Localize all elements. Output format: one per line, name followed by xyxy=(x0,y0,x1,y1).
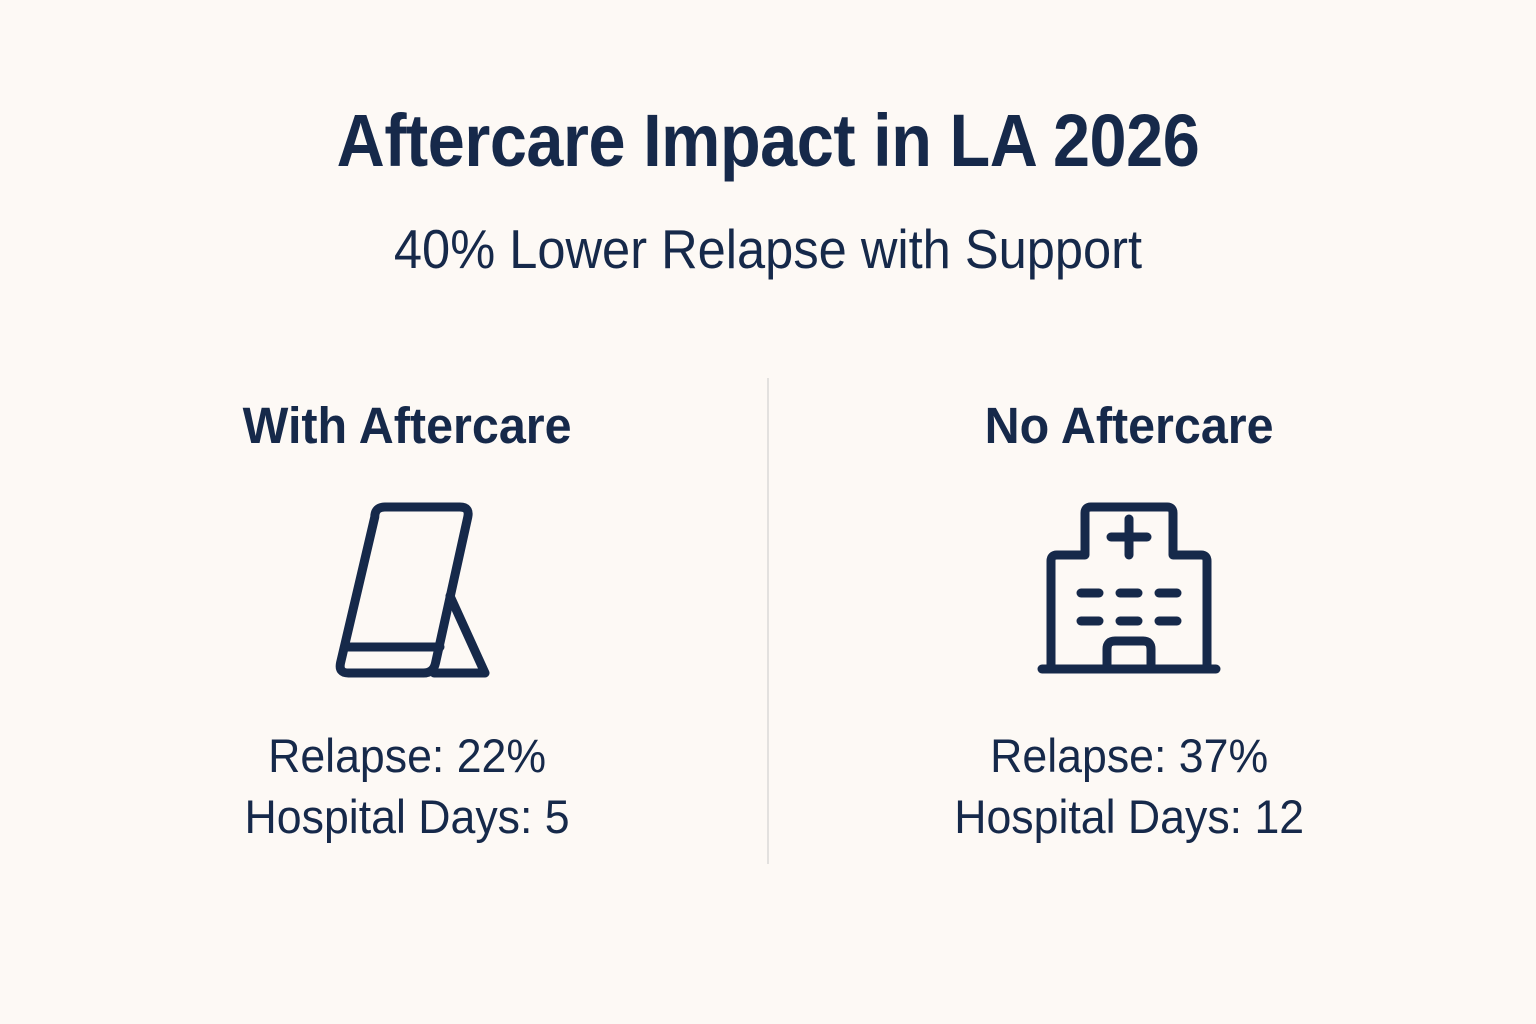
stats-no-aftercare: Relapse: 37% Hospital Days: 12 xyxy=(945,725,1313,847)
comparison-section: With Aftercare Relapse: 22% Hospital Day… xyxy=(0,378,1536,864)
page-title: Aftercare Impact in LA 2026 xyxy=(336,99,1200,182)
header: Aftercare Impact in LA 2026 40% Lower Re… xyxy=(0,104,1536,277)
stat-hospital-days-no-aftercare: Hospital Days: 12 xyxy=(954,790,1304,844)
page-subtitle: 40% Lower Relapse with Support xyxy=(393,218,1143,280)
stat-relapse-with-aftercare: Relapse: 22% xyxy=(267,729,546,782)
tablet-on-stand-icon xyxy=(307,491,507,691)
stat-hospital-days-with-aftercare: Hospital Days: 5 xyxy=(244,790,570,844)
comparison-column-with-aftercare: With Aftercare Relapse: 22% Hospital Day… xyxy=(147,378,667,864)
hospital-building-icon xyxy=(1029,491,1229,691)
column-heading-no-aftercare: No Aftercare xyxy=(984,397,1274,454)
stats-with-aftercare: Relapse: 22% Hospital Days: 5 xyxy=(236,725,578,847)
column-heading-with-aftercare: With Aftercare xyxy=(242,397,572,454)
column-divider xyxy=(767,378,769,864)
stat-relapse-no-aftercare: Relapse: 37% xyxy=(989,729,1268,782)
comparison-column-no-aftercare: No Aftercare xyxy=(869,378,1389,864)
